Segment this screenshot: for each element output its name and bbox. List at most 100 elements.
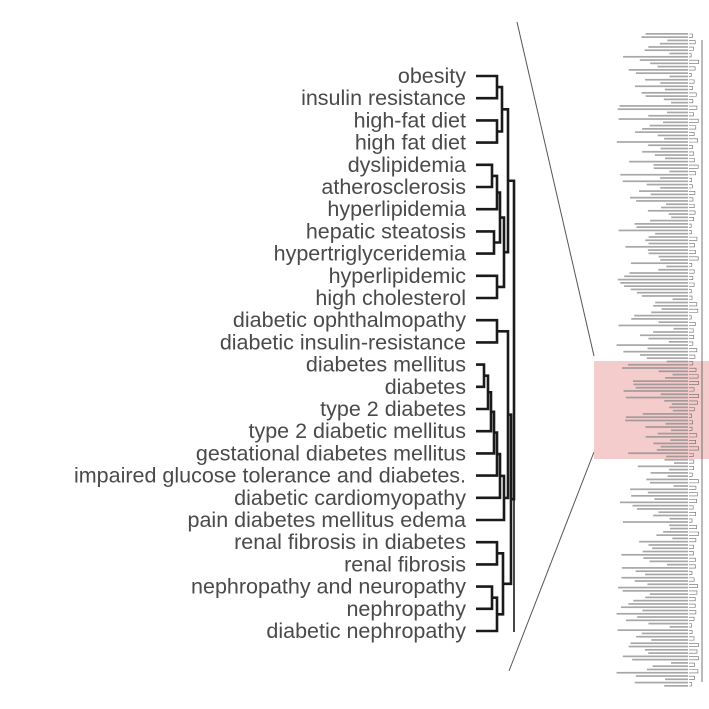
- overview-label-mark: [660, 147, 688, 150]
- overview-branch: [689, 40, 696, 45]
- overview-label-mark: [669, 524, 688, 527]
- overview-label-mark: [635, 386, 688, 389]
- overview-label-mark: [625, 619, 688, 622]
- overview-label-mark: [648, 622, 688, 625]
- overview-label-mark: [670, 527, 688, 530]
- overview-branch: [689, 125, 697, 130]
- dendrogram-branch: [476, 230, 496, 255]
- overview-label-mark: [657, 65, 688, 68]
- overview-label-mark: [666, 455, 688, 458]
- overview-branch: [689, 151, 695, 156]
- overview-label-mark: [655, 301, 688, 304]
- leaf-label: diabetic insulin-resistance: [220, 330, 466, 354]
- overview-label-mark: [649, 124, 688, 127]
- overview-label-mark: [623, 350, 688, 353]
- overview-label-mark: [639, 59, 688, 61]
- overview-label-mark: [653, 304, 688, 307]
- overview-tree-lines: [689, 33, 703, 687]
- overview-label-mark: [660, 82, 688, 84]
- overview-branch: [689, 33, 693, 38]
- overview-label-mark: [673, 485, 688, 487]
- overview-label-mark: [645, 426, 688, 428]
- overview-label-mark: [643, 557, 688, 559]
- overview-branch: [689, 302, 698, 307]
- overview-label-mark: [639, 540, 688, 543]
- overview-label-mark: [660, 177, 688, 179]
- overview-label-mark: [650, 219, 688, 222]
- overview-label-mark: [656, 534, 688, 536]
- overview-branch: [689, 453, 694, 457]
- overview-label-mark: [617, 278, 688, 281]
- overview-branch: [689, 551, 694, 556]
- overview-label-mark: [672, 373, 688, 376]
- overview-label-mark: [653, 331, 688, 333]
- overview-label-mark: [665, 157, 688, 160]
- overview-branch: [689, 498, 697, 503]
- overview-branch: [689, 682, 692, 687]
- overview-label-mark: [645, 239, 688, 242]
- overview-label-mark: [668, 468, 688, 471]
- overview-label-mark: [647, 249, 688, 251]
- overview-label-mark: [629, 196, 688, 199]
- overview-branch: [689, 236, 698, 241]
- overview-label-mark: [618, 229, 688, 232]
- overview-branch: [689, 158, 695, 163]
- overview-branch: [689, 630, 693, 634]
- overview-label-mark: [616, 612, 688, 615]
- overview-branch: [689, 289, 692, 294]
- overview-branch: [689, 518, 693, 523]
- dendrogram-branch: [476, 74, 499, 100]
- overview-label-mark: [642, 609, 688, 612]
- overview-label-mark: [642, 550, 688, 553]
- overview-branch: [689, 308, 699, 313]
- leaf-label: nephropathy: [346, 597, 466, 621]
- overview-label-mark: [660, 259, 688, 261]
- overview-label-mark: [649, 481, 688, 484]
- dendrogram-branch: [476, 585, 494, 611]
- overview-label-mark: [652, 547, 688, 550]
- overview-branch: [689, 420, 693, 425]
- overview-label-mark: [636, 291, 688, 294]
- leaf-label: insulin resistance: [301, 86, 466, 110]
- overview-label-mark: [620, 173, 688, 176]
- overview-label-mark: [628, 603, 688, 605]
- overview-branch: [689, 46, 694, 51]
- overview-label-mark: [622, 367, 688, 369]
- overview-label-mark: [630, 642, 688, 645]
- overview-label-mark: [650, 472, 688, 474]
- overview-branch: [689, 361, 694, 366]
- overview-branch: [689, 525, 697, 530]
- overview-branch: [689, 145, 693, 149]
- overview-branch: [689, 446, 700, 451]
- overview-label-mark: [645, 596, 688, 599]
- overview-label-mark: [648, 236, 688, 238]
- overview-label-mark: [666, 265, 688, 268]
- overview-label-mark: [651, 639, 688, 641]
- overview-branch: [689, 584, 698, 589]
- overview-label-mark: [650, 193, 688, 196]
- overview-branch: [689, 230, 692, 235]
- overview-branch: [689, 387, 695, 392]
- zoom-connector-top: [516, 21, 595, 357]
- overview-label-mark: [637, 465, 688, 468]
- overview-branch: [689, 597, 696, 602]
- overview-label-mark: [659, 42, 688, 45]
- leaf-label: high fat diet: [355, 131, 466, 155]
- overview-label-mark: [664, 137, 688, 140]
- overview-label-mark: [665, 377, 688, 379]
- overview-branch: [689, 190, 696, 195]
- leaf-label: diabetic nephropathy: [266, 619, 466, 643]
- overview-label-mark: [617, 629, 688, 632]
- overview-label-mark: [647, 491, 688, 494]
- overview-label-mark: [624, 275, 688, 278]
- overview-label-mark: [645, 33, 688, 35]
- overview-label-mark: [667, 475, 688, 478]
- overview-label-mark: [656, 449, 688, 451]
- overview-branch: [689, 459, 695, 464]
- dendrogram-branch: [476, 374, 490, 411]
- overview-branch: [689, 131, 695, 136]
- overview-branch: [689, 400, 698, 405]
- zoom-highlight-region: [594, 361, 709, 459]
- overview-branch: [689, 531, 699, 536]
- overview-label-mark: [617, 586, 688, 589]
